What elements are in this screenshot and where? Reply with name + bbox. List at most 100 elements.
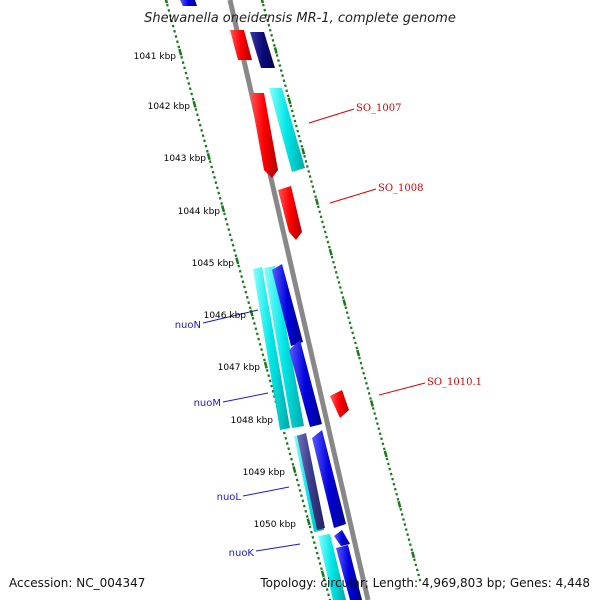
inner-tick-mark <box>217 191 221 195</box>
inner-tick-mark <box>227 228 231 232</box>
gene-feature-nuoM-blue-arrow[interactable] <box>289 340 322 427</box>
outer-tick-mark <box>325 235 328 239</box>
gene-feature-so1007-cyan-arrow[interactable] <box>269 88 305 172</box>
outer-tick-mark <box>342 299 347 306</box>
inner-tick-mark <box>288 452 292 456</box>
inner-tick-mark <box>305 515 309 518</box>
gene-feature-bottom-blue-arrow[interactable] <box>336 545 362 600</box>
gene-feature-so1007-red-arrow[interactable] <box>250 93 278 178</box>
gene-label-so1007[interactable]: SO_1007 <box>356 103 402 114</box>
inner-tick-mark <box>178 48 183 56</box>
inner-tick-mark <box>218 196 222 200</box>
gene-feature-so1010-red-arrow[interactable] <box>330 390 349 418</box>
inner-tick-mark <box>215 186 219 190</box>
outer-tick-mark <box>341 296 345 299</box>
callout-line-nuoL <box>242 486 290 497</box>
inner-tick-mark <box>287 447 291 451</box>
gene-feature-nuoN-cyan-strip[interactable] <box>264 266 304 428</box>
callout-line-nuoK <box>255 543 301 552</box>
gene-feature-so1008-red-arrow[interactable] <box>278 186 302 240</box>
ruler-label: 1045 kbp <box>192 259 235 269</box>
inner-tick-mark <box>176 40 179 44</box>
outer-tick-mark <box>388 467 392 471</box>
outer-tick-mark <box>347 316 350 320</box>
outer-tick-mark <box>333 265 337 269</box>
gene-features <box>180 0 362 600</box>
inner-tick-mark <box>322 577 326 581</box>
outer-tick-mark <box>377 427 381 431</box>
outer-tick-mark <box>263 8 267 12</box>
inner-tick-mark <box>253 322 256 325</box>
gene-feature-blue-top-arrow[interactable] <box>180 0 197 6</box>
ruler-label: 1046 kbp <box>204 311 247 321</box>
gene-feature-nuoL-slate-arrow[interactable] <box>297 433 325 530</box>
outer-tick-mark <box>337 281 341 284</box>
outer-tick-mark <box>348 321 352 325</box>
gene-feature-bottom-cyan-arrow[interactable] <box>318 534 346 600</box>
inner-tick-mark <box>184 71 188 75</box>
outer-tick-mark <box>272 43 276 47</box>
inner-tick-mark <box>214 181 218 185</box>
outer-tick-mark <box>323 230 327 234</box>
outer-tick-mark <box>359 361 363 365</box>
inner-tick-mark <box>317 556 320 560</box>
outer-tick-mark <box>314 195 317 199</box>
gene-feature-navy-top-arrow[interactable] <box>250 32 275 68</box>
inner-tick-mark <box>238 269 242 273</box>
inner-tick-mark <box>223 212 226 216</box>
outer-tick-mark <box>366 386 370 390</box>
gene-label-nuoN[interactable]: nuoN <box>175 320 201 331</box>
outer-tick-mark <box>354 341 357 345</box>
outer-tick-mark <box>387 462 390 466</box>
gene-label-so1008[interactable]: SO_1008 <box>378 183 424 194</box>
gene-label-nuoK[interactable]: nuoK <box>229 548 255 559</box>
outer-tick-mark <box>395 492 399 496</box>
inner-tick-mark <box>324 582 328 586</box>
outer-tick-mark <box>376 422 379 426</box>
gene-feature-nuoL-blue-arrow[interactable] <box>312 430 346 528</box>
outer-tick-mark <box>338 286 342 289</box>
outer-tick-mark <box>403 523 407 526</box>
ruler-label: 1041 kbp <box>134 52 177 62</box>
gene-label-so1010[interactable]: SO_1010.1 <box>427 377 482 388</box>
gene-feature-red-top-arrow[interactable] <box>230 30 252 60</box>
outer-tick-mark <box>355 346 359 350</box>
inner-tick-mark <box>235 257 240 265</box>
inner-tick-mark <box>201 134 205 138</box>
inner-tick-mark <box>220 202 223 205</box>
inner-tick-mark <box>302 504 306 508</box>
gene-feature-nuoK-blue-arrow[interactable] <box>334 530 350 546</box>
gene-feature-nuoN-cyan-arrow[interactable] <box>253 267 290 430</box>
genome-summary-text: Topology: circular; Length: 4,969,803 bp… <box>259 576 590 590</box>
outer-tick-mark <box>290 109 294 113</box>
outer-tick-mark <box>268 28 272 32</box>
gene-label-nuoM[interactable]: nuoM <box>194 398 221 409</box>
outer-tick-mark <box>410 548 414 552</box>
outer-tick-mark <box>283 84 287 88</box>
inner-tick-mark <box>177 45 181 49</box>
inner-tick-mark <box>211 170 215 174</box>
gene-label-nuoL[interactable]: nuoL <box>217 492 242 503</box>
inner-tick-mark <box>195 113 199 117</box>
inner-tick-mark <box>257 337 261 341</box>
gene-feature-nuoN-blue-arrow[interactable] <box>272 264 303 346</box>
ruler-label: 1048 kbp <box>231 416 274 426</box>
inner-tick-mark <box>258 342 262 346</box>
outer-tick-mark <box>392 482 396 486</box>
outer-tick-mark <box>344 306 348 310</box>
inner-tick-mark <box>315 551 319 555</box>
inner-tick-mark <box>248 306 252 310</box>
inner-tick-mark <box>166 3 169 7</box>
inner-tick-mark <box>291 462 295 466</box>
outer-tick-mark <box>360 366 364 370</box>
outer-tick-mark <box>311 185 315 189</box>
ruler-label: 1043 kbp <box>164 154 207 164</box>
inner-tick-mark <box>318 562 322 565</box>
outer-tick-mark <box>286 94 290 98</box>
inner-tick-mark <box>173 29 176 33</box>
outer-tick-mark <box>287 97 292 105</box>
inner-tick-mark <box>237 264 241 268</box>
outer-tick-mark <box>367 391 371 395</box>
ruler-labels: 1041 kbp 1042 kbp 1043 kbp 1044 kbp 1045… <box>134 52 297 530</box>
